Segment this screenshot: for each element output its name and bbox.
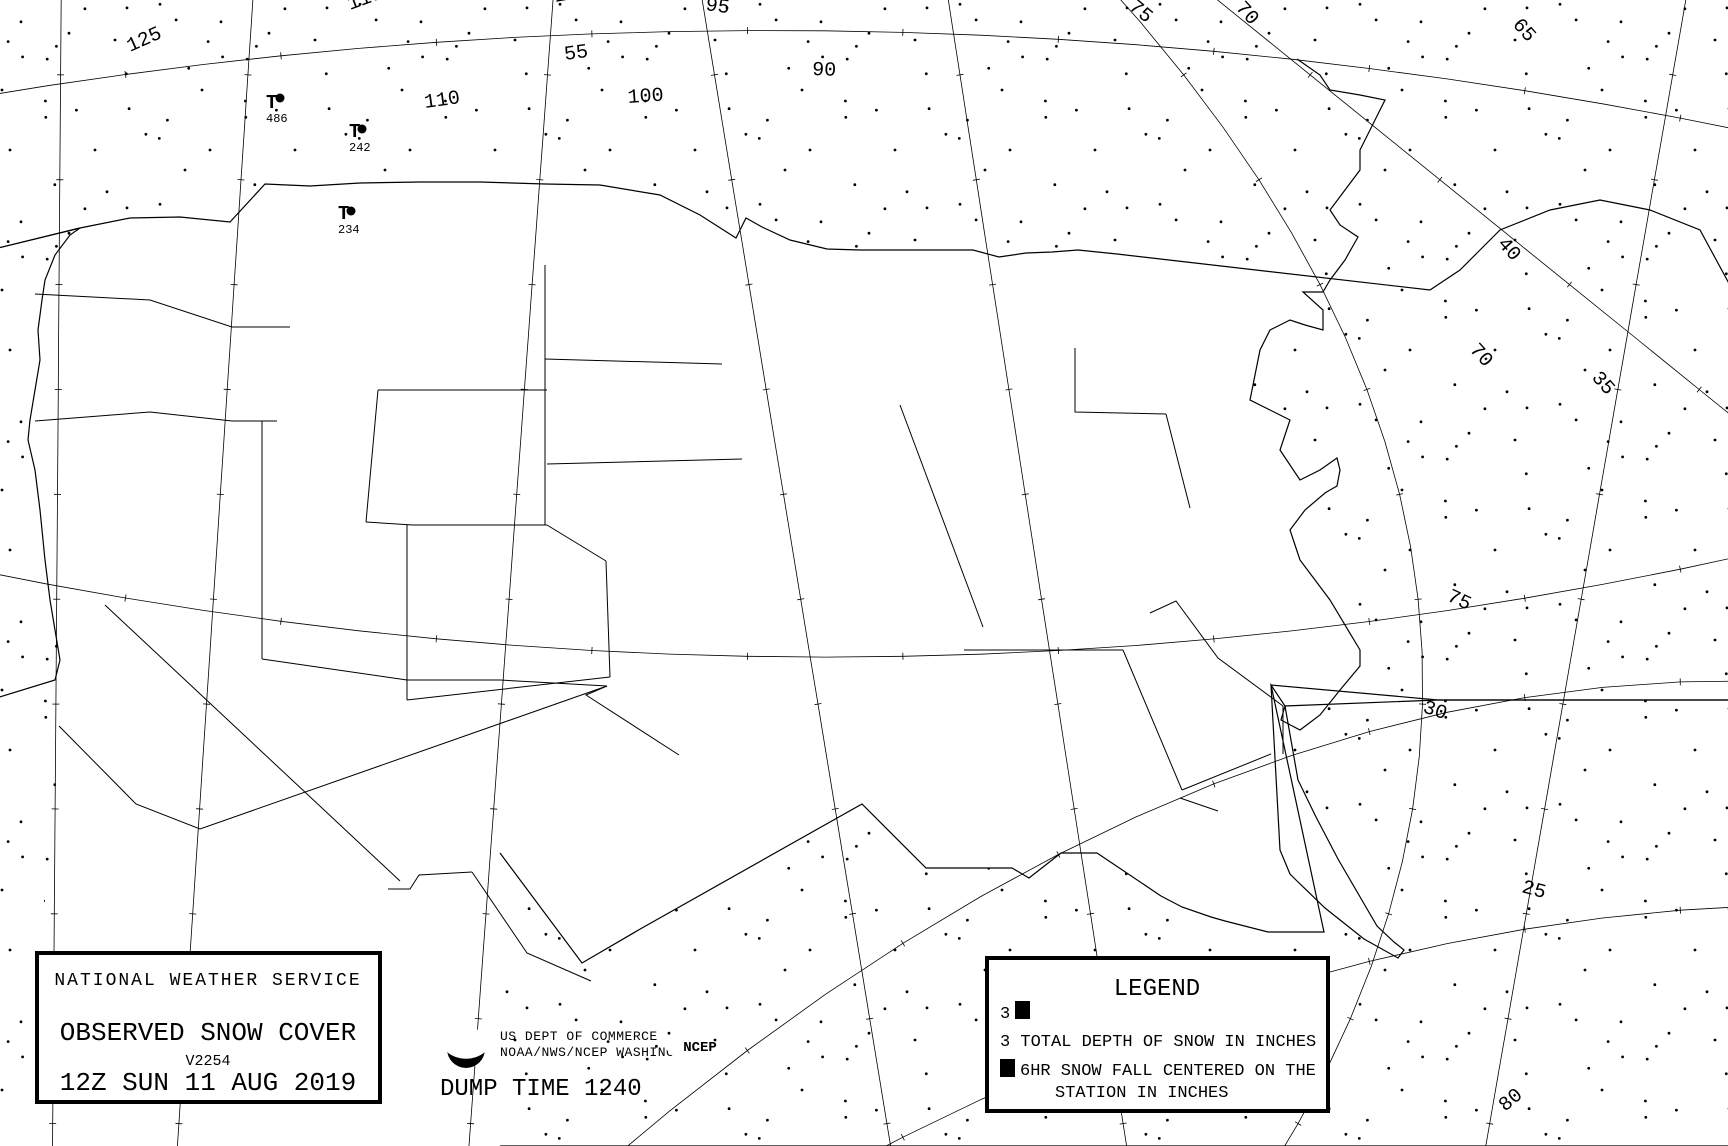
svg-text:1: 1	[1018, 1006, 1026, 1022]
svg-text:242: 242	[349, 141, 371, 155]
svg-text:12Z SUN 11 AUG 2019: 12Z SUN 11 AUG 2019	[60, 1068, 356, 1098]
svg-text:100: 100	[627, 85, 665, 110]
svg-text:234: 234	[338, 223, 360, 237]
svg-text:US DEPT OF COMMERCE: US DEPT OF COMMERCE	[500, 1029, 658, 1044]
svg-text:NCEP: NCEP	[683, 1040, 717, 1056]
svg-text:NATIONAL WEATHER SERVICE: NATIONAL WEATHER SERVICE	[54, 971, 361, 991]
svg-text:90: 90	[812, 59, 837, 83]
svg-text:STATION IN INCHES: STATION IN INCHES	[1055, 1084, 1228, 1103]
svg-text:3 TOTAL DEPTH OF SNOW IN INCHE: 3 TOTAL DEPTH OF SNOW IN INCHES	[1000, 1033, 1316, 1052]
svg-text:3: 3	[1000, 1005, 1010, 1024]
svg-text:55: 55	[563, 41, 590, 67]
svg-text:OBSERVED SNOW COVER: OBSERVED SNOW COVER	[60, 1018, 356, 1048]
svg-text:486: 486	[266, 112, 288, 126]
svg-text:LEGEND: LEGEND	[1114, 976, 1200, 1003]
svg-text:DUMP TIME 1240: DUMP TIME 1240	[440, 1076, 642, 1103]
svg-text:T: T	[266, 92, 277, 114]
svg-text:6HR SNOW FALL CENTERED ON THE: 6HR SNOW FALL CENTERED ON THE	[1020, 1062, 1316, 1081]
svg-text:1: 1	[1003, 1064, 1011, 1080]
svg-text:95: 95	[704, 0, 731, 20]
